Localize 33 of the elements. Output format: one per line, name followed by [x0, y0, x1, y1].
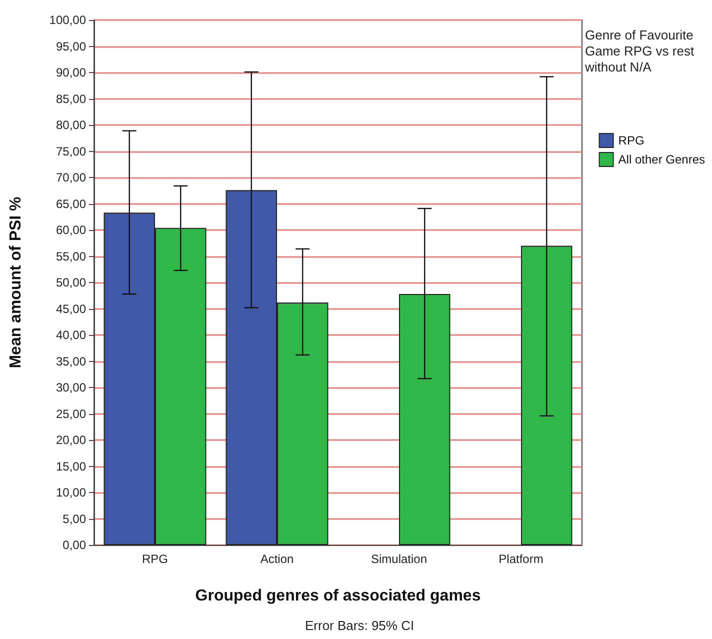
- y-tick-label: 10,00: [56, 486, 86, 500]
- y-tick-label: 60,00: [56, 223, 86, 237]
- y-tick-label: 5,00: [62, 512, 86, 526]
- y-tick-label: 45,00: [56, 302, 86, 316]
- y-tick-label: 30,00: [56, 380, 86, 394]
- x-tick-label: Action: [260, 552, 294, 566]
- y-tick-label: 55,00: [56, 249, 86, 264]
- text: Error Bars: 95% CI: [305, 618, 414, 633]
- x-tick-label: RPG: [142, 552, 168, 566]
- y-tick-label: 100,00: [49, 13, 86, 27]
- x-axis-title: Grouped genres of associated games: [195, 588, 481, 604]
- y-tick-label: 90,00: [56, 66, 86, 80]
- y-tick-label: 50,00: [56, 276, 86, 290]
- y-tick-label: 35,00: [56, 354, 86, 368]
- y-tick-label: 15,00: [56, 459, 86, 474]
- y-tick-label: 25,00: [56, 406, 86, 421]
- y-axis-title: Mean amount of PSI %: [8, 196, 24, 368]
- y-tick-label: 65,00: [56, 196, 86, 211]
- y-tick-label: 75,00: [56, 144, 86, 158]
- x-tick-label: Simulation: [370, 552, 428, 566]
- y-tick-label: 20,00: [56, 433, 86, 447]
- y-tick-label: 95,00: [56, 39, 86, 54]
- legend-label: All other Genres: [618, 152, 706, 166]
- x-tick-label: Platform: [498, 552, 544, 566]
- y-tick-label: 0,00: [62, 538, 86, 552]
- y-tick-label: 80,00: [56, 118, 86, 132]
- y-tick-label: 85,00: [56, 92, 86, 106]
- bar: [399, 294, 450, 545]
- y-tick-label: 40,00: [56, 328, 86, 342]
- legend-title: Genre of Favourite Game RPG vs rest without N/A: [584, 28, 698, 74]
- legend-label: RPG: [618, 134, 644, 148]
- bar: [521, 246, 572, 545]
- y-tick-label: 70,00: [56, 170, 86, 184]
